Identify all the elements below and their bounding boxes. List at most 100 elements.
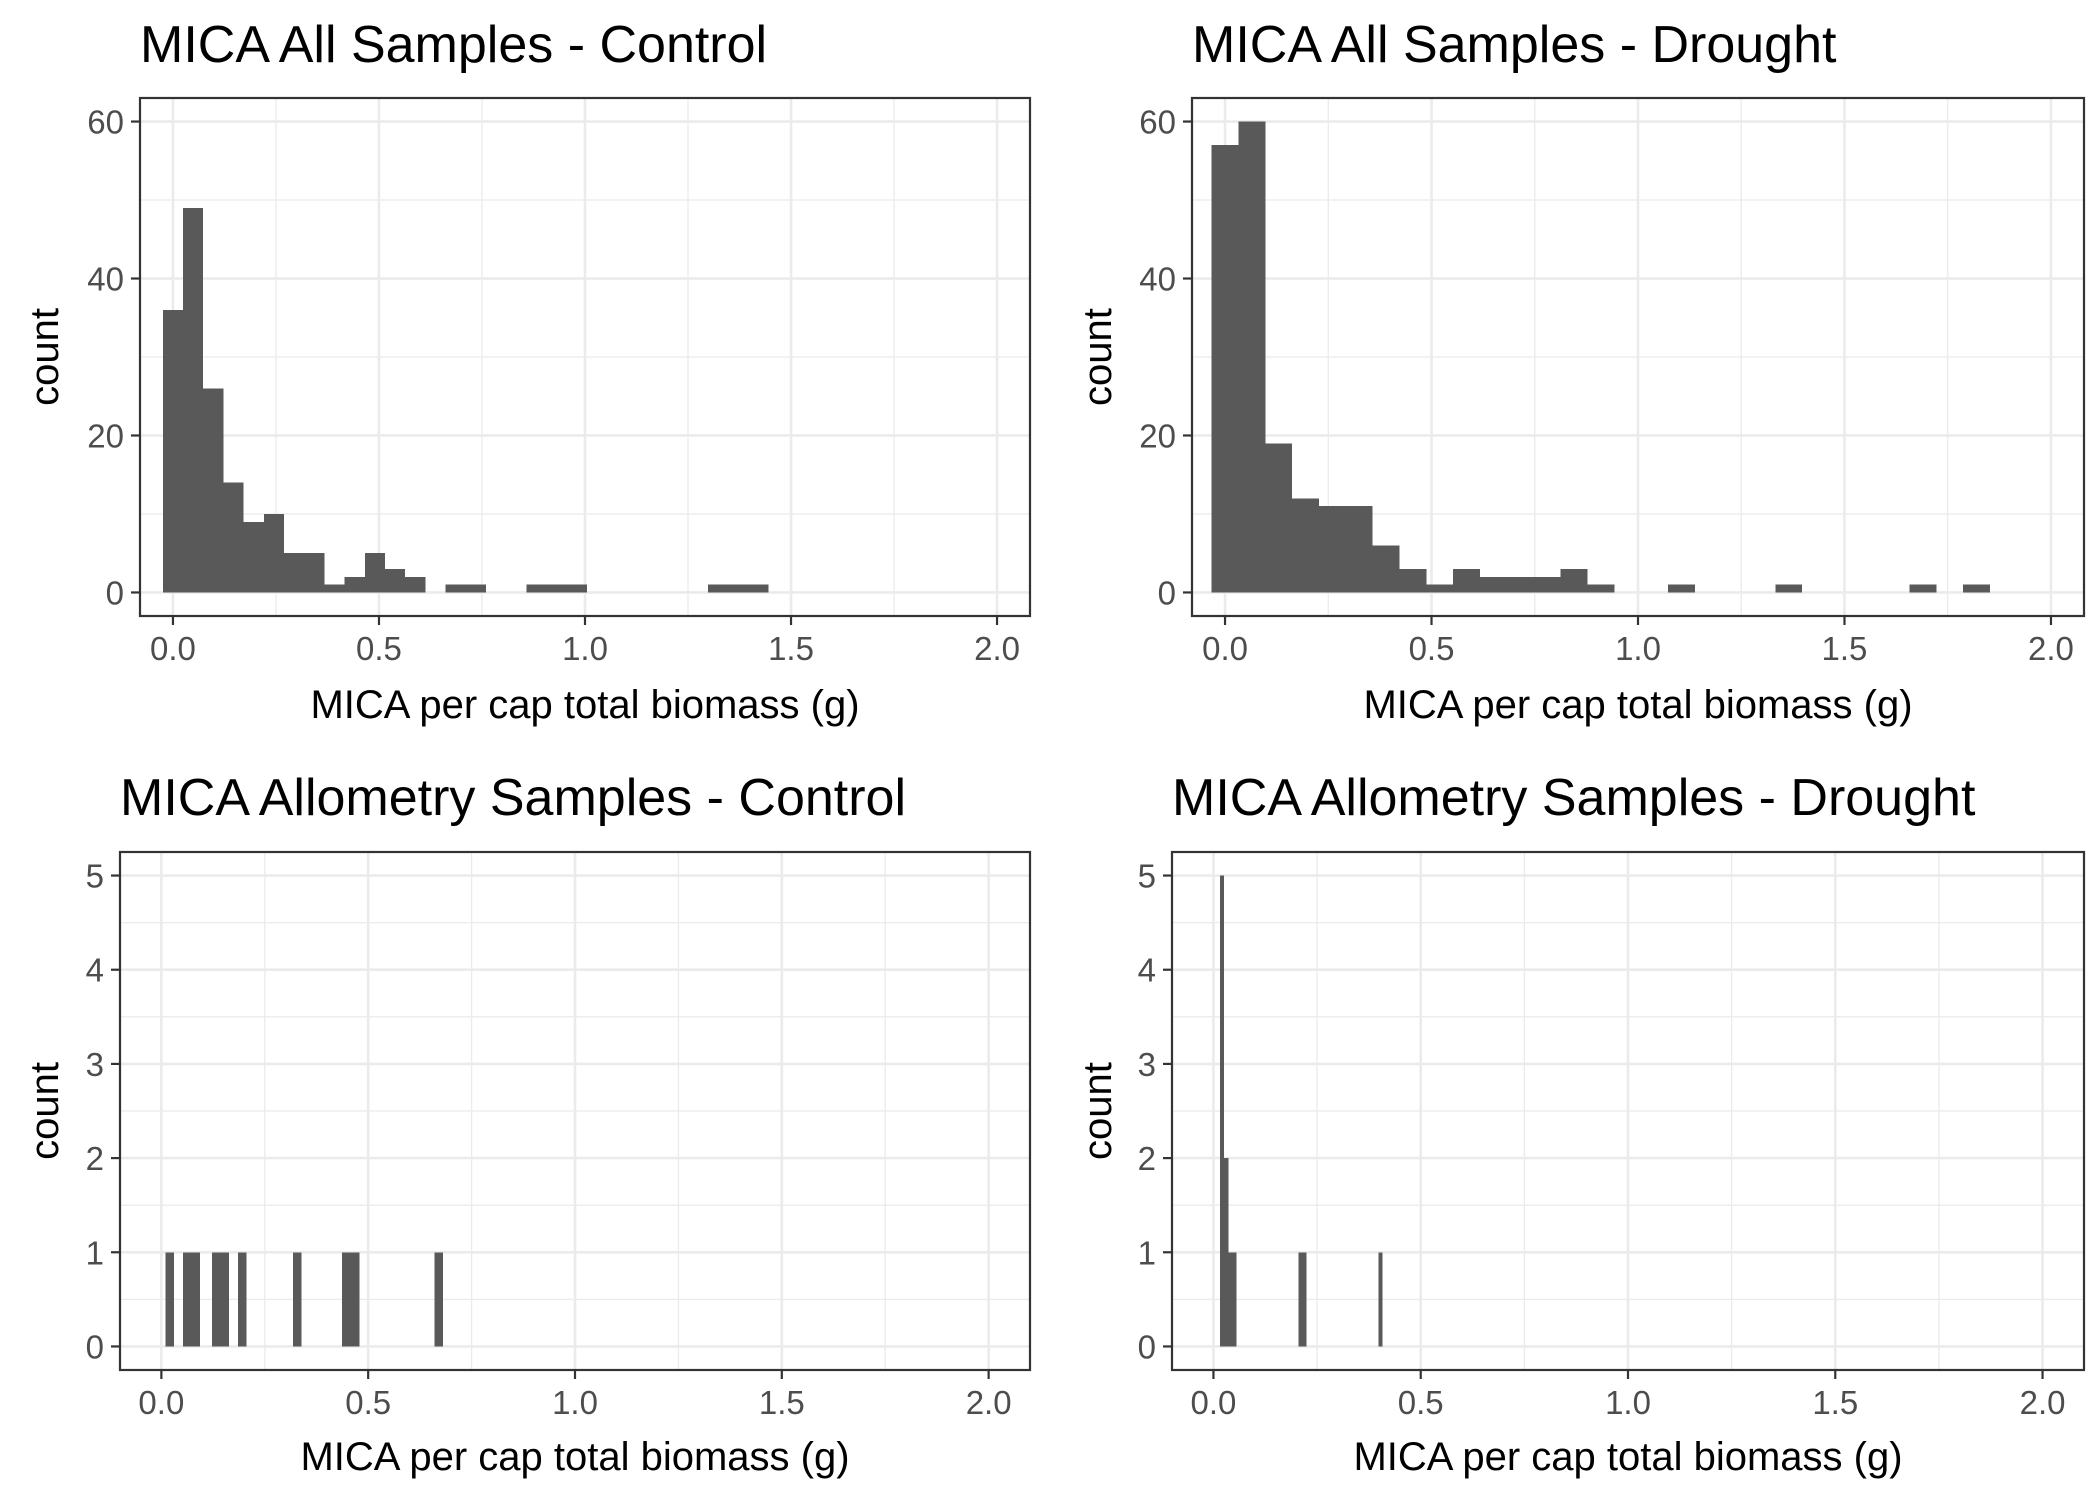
y-tick-label: 5: [86, 858, 104, 895]
y-axis-title: count: [1076, 308, 1120, 406]
chart-title: MICA Allometry Samples - Drought: [1172, 769, 1976, 827]
histogram-bar: [324, 584, 345, 593]
gridlines: [120, 852, 1030, 1370]
histogram-bar: [1775, 584, 1803, 593]
x-tick-label: 1.0: [1605, 1384, 1651, 1421]
histogram-bar: [707, 584, 729, 593]
histogram-bars: [165, 1252, 444, 1347]
histogram-bar: [1228, 1252, 1233, 1347]
x-axis-title: MICA per cap total biomass (g): [1363, 683, 1912, 727]
x-tick-label: 0.0: [150, 630, 196, 667]
y-tick-label: 4: [86, 952, 104, 989]
x-tick-label: 1.5: [768, 630, 814, 667]
x-tick-label: 0.0: [138, 1384, 184, 1421]
x-tick-label: 1.0: [1615, 630, 1661, 667]
histogram-bar: [304, 553, 325, 593]
histogram-bar: [1345, 506, 1373, 593]
y-tick-label: 3: [1138, 1046, 1156, 1083]
histogram-bar: [1372, 545, 1400, 593]
x-tick-label: 0.5: [1409, 630, 1455, 667]
histogram-bar: [1533, 576, 1561, 593]
chart-panel-3: 0.0 0.5 1.0 1.5 2.0 0 1 2 3 4 5 MICA Allometry Samp…: [23, 769, 1032, 1479]
y-tick-label: 20: [87, 417, 124, 454]
histogram-bar: [445, 584, 466, 593]
x-tick-label: 2.0: [974, 630, 1020, 667]
y-tick-label: 60: [1139, 104, 1176, 141]
histogram-bar: [237, 1252, 247, 1347]
histogram-bar: [526, 584, 547, 593]
y-axis-title: count: [1076, 1062, 1120, 1160]
histogram-bar: [344, 576, 365, 593]
y-tick-label: 2: [86, 1140, 104, 1177]
x-tick-label: 0.5: [1398, 1384, 1444, 1421]
histogram-bar: [1238, 121, 1266, 593]
x-axis-title: MICA per cap total biomass (g): [310, 683, 859, 727]
gridlines: [140, 98, 1030, 616]
histogram-bar: [1963, 584, 1991, 593]
histogram-bar: [434, 1252, 444, 1347]
x-tick-label: 1.0: [552, 1384, 598, 1421]
histogram-bar: [364, 553, 385, 593]
histogram-bar: [1292, 498, 1319, 593]
histogram-bar: [566, 584, 587, 593]
chart-panel-2: 0.0 0.5 1.0 1.5 2.0 0 20 40 60 MICA All Samples -…: [1076, 16, 2086, 727]
histogram-bar: [728, 584, 749, 593]
y-tick-label: 40: [87, 261, 124, 298]
y-tick-label: 20: [1139, 417, 1176, 454]
histogram-bar: [405, 576, 426, 593]
histogram-bar: [1211, 145, 1239, 593]
histogram-bar: [546, 584, 567, 593]
y-tick-label: 0: [1138, 1328, 1156, 1365]
histogram-bar: [1453, 568, 1481, 593]
histogram-bar: [342, 1252, 360, 1347]
histogram-bar: [384, 568, 406, 593]
y-tick-label: 4: [1138, 952, 1156, 989]
y-axis-title: count: [23, 1062, 67, 1160]
histogram-bar: [211, 1252, 230, 1347]
x-tick-label: 0.0: [1191, 1384, 1237, 1421]
x-tick-label: 2.0: [966, 1384, 1012, 1421]
histogram-bar: [165, 1252, 175, 1347]
histogram-bar: [223, 482, 244, 593]
histogram-bar: [1587, 584, 1615, 593]
histogram-bar: [1302, 1252, 1307, 1347]
histogram-bar: [1232, 1252, 1237, 1347]
y-tick-label: 3: [86, 1046, 104, 1083]
histogram-bar: [1667, 584, 1695, 593]
y-axis-title: count: [23, 308, 67, 406]
y-tick-label: 1: [1138, 1234, 1156, 1271]
x-axis-title: MICA per cap total biomass (g): [300, 1435, 849, 1479]
histogram-bar: [1298, 1252, 1303, 1347]
histogram-bars: [1211, 121, 1991, 593]
x-tick-label: 0.0: [1202, 630, 1248, 667]
y-tick-label: 60: [87, 104, 124, 141]
x-tick-label: 1.0: [562, 630, 608, 667]
x-axis-title: MICA per cap total biomass (g): [1353, 1435, 1902, 1479]
histogram-bar: [1318, 506, 1346, 593]
histogram-bar: [203, 388, 224, 593]
histogram-bar: [1560, 568, 1588, 593]
histogram-bar: [1506, 576, 1534, 593]
chart-panel-1: 0.0 0.5 1.0 1.5 2.0 0 20 40 60 MICA All Samples -…: [23, 16, 1032, 727]
histogram-bar: [182, 1252, 201, 1347]
histogram-bars: [162, 207, 769, 593]
gridlines: [1172, 852, 2084, 1370]
chart-title: MICA Allometry Samples - Control: [120, 769, 906, 827]
histogram-bar: [1480, 576, 1507, 593]
histogram-bar: [1265, 443, 1293, 593]
y-tick-label: 2: [1138, 1140, 1156, 1177]
histogram-bar: [1399, 568, 1427, 593]
y-tick-label: 40: [1139, 261, 1176, 298]
y-tick-label: 0: [86, 1328, 104, 1365]
histogram-bar: [748, 584, 769, 593]
y-tick-label: 0: [106, 574, 124, 611]
histogram-bar: [1426, 584, 1454, 593]
x-tick-label: 2.0: [2020, 1384, 2066, 1421]
histogram-bar: [1224, 1158, 1229, 1347]
chart-title: MICA All Samples - Control: [140, 16, 767, 74]
chart-title: MICA All Samples - Drought: [1192, 16, 1837, 74]
histogram-bar: [263, 513, 285, 593]
y-tick-label: 0: [1158, 574, 1176, 611]
x-tick-label: 2.0: [2028, 630, 2074, 667]
